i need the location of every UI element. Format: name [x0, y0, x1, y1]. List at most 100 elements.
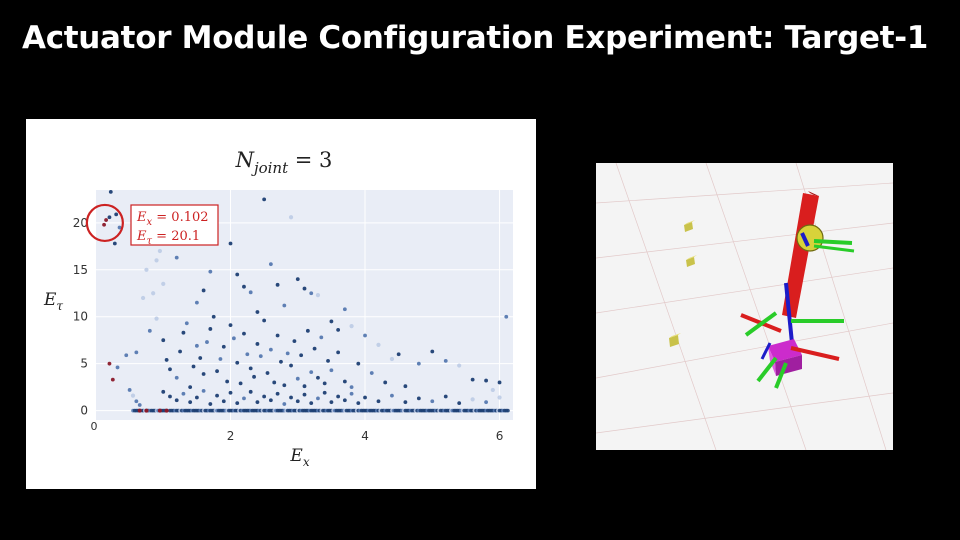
robot-simulation-view	[596, 163, 893, 450]
data-point	[376, 399, 381, 404]
data-point	[174, 255, 179, 260]
data-point	[309, 401, 314, 406]
data-point	[201, 388, 206, 393]
data-point	[161, 389, 166, 394]
chart-title: Njoint = 3	[235, 148, 333, 177]
data-point	[484, 400, 488, 405]
title-base: N	[235, 148, 255, 172]
data-point	[184, 321, 189, 326]
data-point	[161, 281, 166, 286]
data-point	[208, 402, 213, 406]
data-point	[295, 277, 300, 282]
data-point	[302, 392, 307, 397]
data-point	[104, 218, 108, 222]
data-point	[292, 339, 297, 344]
data-point	[312, 346, 317, 351]
data-point	[215, 393, 219, 398]
data-point	[470, 397, 475, 402]
data-point	[342, 307, 347, 312]
data-point	[282, 383, 287, 388]
data-point	[275, 282, 280, 287]
data-point	[295, 376, 300, 381]
data-point	[228, 323, 233, 328]
data-point	[218, 357, 223, 361]
y-tick-label: 15	[73, 263, 88, 277]
slide-title: Actuator Module Configuration Experiment…	[22, 20, 929, 56]
tick-labels: 2 4 6 0 5 10 15 20 0	[73, 216, 504, 443]
data-point	[211, 314, 216, 319]
data-point	[157, 248, 162, 254]
data-point	[265, 371, 270, 375]
data-point	[279, 359, 283, 364]
scatter-chart-panel: 2 4 6 0 5 10 15 20 0 Njoint = 3 Ex Eτ Ex = 0.102…	[26, 119, 536, 489]
data-point	[302, 286, 307, 291]
x-axis-label: Ex	[289, 446, 309, 469]
annotation-line-1: Ex = 0.102	[136, 210, 209, 228]
data-point	[390, 393, 394, 398]
data-point	[275, 333, 280, 338]
data-point	[110, 377, 115, 382]
annotation-line-2: Eτ = 20.1	[136, 229, 200, 247]
data-point	[248, 290, 253, 295]
data-point	[262, 394, 267, 399]
data-point	[194, 395, 199, 400]
data-point	[154, 258, 159, 263]
data-point	[168, 367, 172, 372]
data-point	[289, 363, 293, 368]
data-point	[349, 391, 354, 396]
data-point	[430, 399, 435, 404]
data-point	[457, 363, 462, 368]
data-point	[268, 347, 273, 352]
data-point	[188, 400, 193, 405]
data-point	[107, 361, 112, 366]
data-point	[137, 403, 142, 407]
data-point	[225, 379, 230, 384]
data-point	[416, 396, 421, 401]
data-point	[151, 291, 156, 296]
data-point	[255, 400, 260, 405]
data-point	[164, 358, 169, 362]
data-point	[356, 361, 361, 366]
data-point	[275, 391, 280, 396]
data-point	[258, 354, 263, 359]
data-point	[181, 330, 186, 335]
data-point	[383, 380, 388, 385]
data-point	[282, 303, 287, 308]
data-point	[255, 310, 260, 314]
data-point	[248, 366, 253, 371]
data-point	[349, 324, 354, 329]
data-point	[178, 349, 182, 354]
data-point	[235, 272, 240, 277]
data-point	[416, 361, 421, 366]
data-point	[112, 241, 117, 246]
y-tick-label: 10	[73, 310, 88, 324]
data-point	[262, 318, 267, 323]
data-point	[316, 375, 320, 380]
origin-label: 0	[91, 420, 98, 433]
title-equals: = 3	[288, 148, 332, 172]
data-point	[504, 314, 509, 319]
data-point	[127, 388, 132, 392]
data-point	[285, 351, 290, 356]
data-point	[470, 377, 475, 382]
data-point	[268, 398, 273, 403]
x-tick-label: 2	[227, 429, 235, 443]
data-point	[322, 381, 327, 386]
data-point	[457, 401, 462, 406]
data-point	[117, 225, 122, 230]
data-point	[188, 385, 193, 390]
data-point	[299, 353, 304, 358]
target-marker-1	[684, 220, 695, 232]
data-point	[497, 380, 502, 385]
data-point	[349, 385, 354, 390]
y-axis-label: Eτ	[43, 290, 63, 313]
data-point	[490, 387, 495, 393]
data-point	[272, 380, 277, 385]
data-point	[305, 328, 310, 333]
data-point	[342, 398, 347, 403]
data-point	[235, 401, 240, 406]
y-tick-label: 20	[73, 216, 88, 230]
data-point	[208, 269, 213, 274]
data-point	[255, 342, 260, 346]
floor-grid	[596, 163, 893, 450]
